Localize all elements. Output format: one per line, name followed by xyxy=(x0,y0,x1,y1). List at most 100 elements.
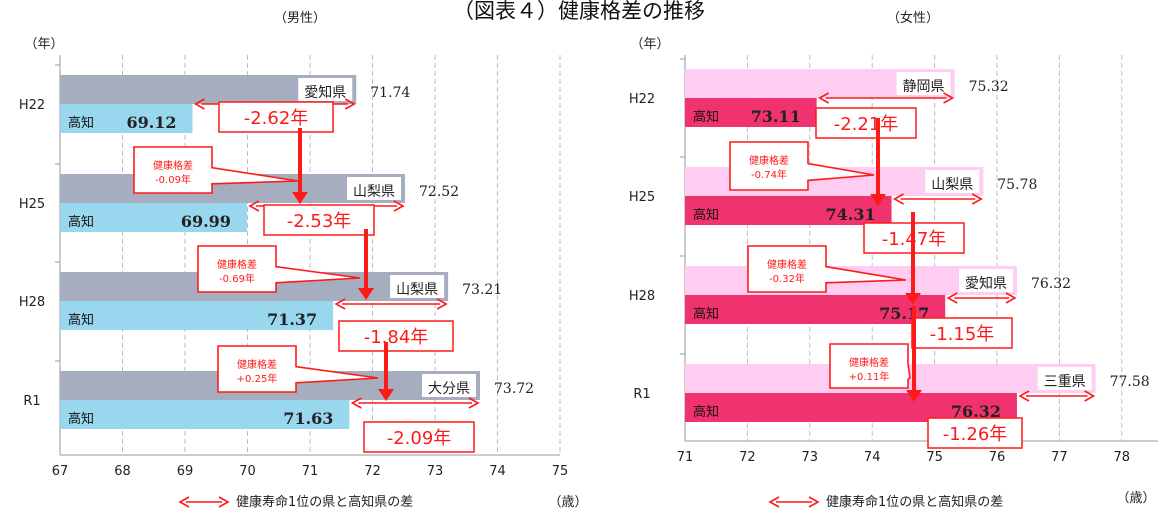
female-legend-arrow-head-right xyxy=(808,496,820,508)
male-prefecture-label: 大分県 xyxy=(428,381,470,397)
male-gap-arrow-head-left xyxy=(350,397,362,409)
male-gap-arrow-head-right xyxy=(436,298,448,310)
female-kochi-label: 高知 xyxy=(693,109,719,125)
female-x-tick-label: 75 xyxy=(926,450,943,465)
female-panel: （女性）（年）（歳）717273747576777879H22静岡県75.32高… xyxy=(600,0,1158,516)
female-x-tick-label: 77 xyxy=(1051,450,1068,465)
female-prefecture-label-bg xyxy=(1037,367,1092,390)
male-prefecture-label-bg xyxy=(422,374,476,397)
female-value-kochi-bg xyxy=(938,395,1013,420)
female-gap-arrow-head-right xyxy=(1084,390,1096,402)
male-gap-value: -2.62年 xyxy=(244,108,309,129)
male-category-label: H28 xyxy=(19,295,45,310)
female-gap-arrow-head-right xyxy=(943,92,955,104)
male-x-tick-label: 75 xyxy=(552,464,569,479)
female-x-tick-label: 71 xyxy=(677,450,694,465)
female-chart: （女性）（年）（歳）717273747576777879H22静岡県75.32高… xyxy=(629,10,1158,510)
female-x-axis-unit: （歳） xyxy=(1116,491,1155,506)
female-panel-label: （女性） xyxy=(887,10,939,26)
male-trend-arrow-head xyxy=(358,288,374,300)
female-value-top: 77.58 xyxy=(1110,374,1150,390)
male-x-tick-label: 73 xyxy=(427,464,444,479)
female-kochi-label: 高知 xyxy=(693,306,719,322)
female-legend-label: 健康寿命1位の県と高知県の差 xyxy=(826,494,1003,510)
male-x-tick-label: 69 xyxy=(177,464,194,479)
male-value-top: 72.52 xyxy=(419,184,459,200)
female-value-kochi-bg xyxy=(738,100,813,125)
male-value-top: 73.21 xyxy=(462,282,502,298)
male-trend-arrow-head xyxy=(378,389,394,401)
male-category-label: R1 xyxy=(23,394,40,409)
female-prefecture-label-bg xyxy=(958,269,1013,292)
male-gap-box xyxy=(218,101,334,133)
female-gap-arrow-head-left xyxy=(892,193,904,205)
female-trend-arrow-head xyxy=(905,293,921,305)
male-panel: （男性） （年） （歳） 67 68 69 70 71 72 73 74 75 H22 愛知県 71.74 高… xyxy=(19,11,588,510)
female-category-label: R1 xyxy=(633,387,650,402)
female-legend-arrow-head-left xyxy=(768,496,780,508)
male-kochi-label: 高知 xyxy=(68,115,94,131)
male-kochi-label: 高知 xyxy=(68,312,94,328)
female-prefecture-label-bg xyxy=(896,72,951,95)
male-legend-arrow-head-left xyxy=(178,496,190,508)
male-category-label: H22 xyxy=(19,98,45,113)
female-y-axis-unit: （年） xyxy=(630,37,669,52)
male-y-axis-unit: （年） xyxy=(24,37,63,52)
male-callout-title: 健康格差 xyxy=(237,358,277,371)
male-callout-title: 健康格差 xyxy=(217,258,257,271)
female-gap-box xyxy=(815,107,917,139)
female-category-label: H22 xyxy=(629,92,655,107)
female-x-tick-label: 78 xyxy=(1114,450,1131,465)
female-gap-arrow-head-right xyxy=(971,193,983,205)
male-x-tick-label: 70 xyxy=(239,464,256,479)
female-value-top: 75.32 xyxy=(969,79,1009,95)
female-gap-box xyxy=(927,417,1023,449)
female-prefecture-label-bg xyxy=(925,170,980,193)
female-callout-box xyxy=(729,141,875,191)
female-gap-arrow-head-left xyxy=(946,292,958,304)
male-gap-value: -2.53年 xyxy=(287,211,352,232)
male-gap-arrow-head-left xyxy=(248,200,260,212)
male-gap-value: -1.84年 xyxy=(364,327,429,348)
male-prefecture-label-bg xyxy=(390,275,445,298)
male-x-axis-unit: （歳） xyxy=(548,495,587,510)
male-chart: （男性） （年） （歳） 67 68 69 70 71 72 73 74 75 H22 愛知県 71.74 高… xyxy=(19,11,588,510)
female-category-label: H25 xyxy=(629,190,655,205)
female-x-tick-label: 72 xyxy=(739,450,756,465)
female-kochi-label: 高知 xyxy=(693,207,719,223)
female-gap-value: -2.21年 xyxy=(834,114,899,135)
male-value-kochi-bg xyxy=(255,303,330,328)
female-category-label: H28 xyxy=(629,289,655,304)
male-x-tick-label: 68 xyxy=(114,464,131,479)
male-gap-arrow-head-right xyxy=(468,397,480,409)
female-gap-arrow-head-left xyxy=(1018,390,1030,402)
male-x-tick-label: 67 xyxy=(52,464,69,479)
male-gap-box xyxy=(363,421,475,453)
male-gap-box xyxy=(263,204,375,236)
female-callout-value: +0.11年 xyxy=(849,370,890,383)
male-value-kochi-bg xyxy=(271,402,346,427)
female-x-tick-label: 74 xyxy=(864,450,881,465)
male-gap-arrow-head-right xyxy=(393,200,405,212)
male-kochi-label: 高知 xyxy=(68,411,94,427)
male-prefecture-label: 山梨県 xyxy=(353,184,395,200)
female-gap-value: -1.15年 xyxy=(930,324,995,345)
male-legend-label: 健康寿命1位の県と高知県の差 xyxy=(236,494,413,510)
female-gap-value: -1.26年 xyxy=(943,424,1008,445)
female-gap-arrow-head-right xyxy=(1005,292,1017,304)
male-value-kochi: 71.37 xyxy=(267,310,317,329)
female-prefecture-label: 山梨県 xyxy=(931,177,973,193)
male-callout-value: -0.69年 xyxy=(219,272,255,285)
male-panel-label: （男性） xyxy=(274,11,326,26)
male-category-label: H25 xyxy=(19,197,45,212)
female-callout-value: -0.74年 xyxy=(751,168,787,181)
male-gap-value: -2.09年 xyxy=(387,428,452,449)
male-x-tick-label: 74 xyxy=(489,464,506,479)
female-value-kochi: 73.11 xyxy=(751,107,801,126)
female-callout-title: 健康格差 xyxy=(767,258,807,271)
female-prefecture-label: 愛知県 xyxy=(965,275,1007,292)
female-kochi-label: 高知 xyxy=(693,404,719,420)
female-callout-title: 健康格差 xyxy=(849,356,889,369)
male-value-kochi: 69.99 xyxy=(181,212,231,231)
female-trend-arrow-head xyxy=(906,390,922,402)
